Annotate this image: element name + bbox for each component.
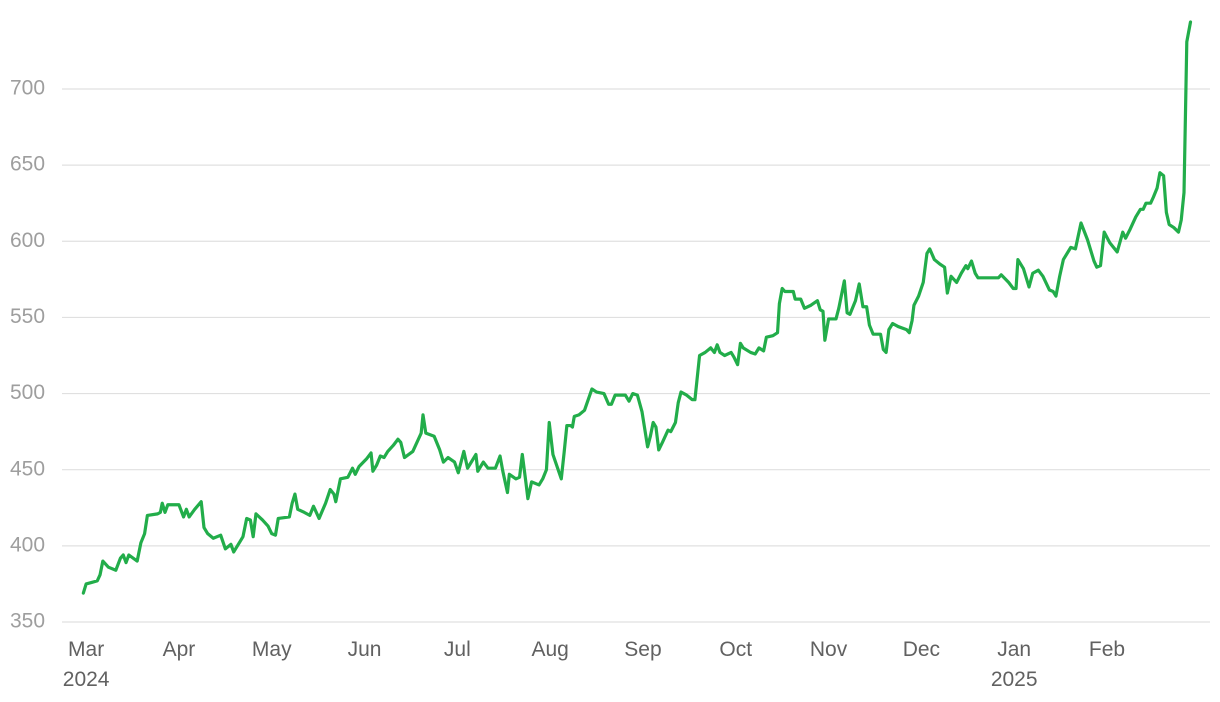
x-tick-label: Jan 2025 [991,638,1038,691]
x-tick-label-line: Dec [903,638,940,661]
y-tick-label: 450 [10,457,45,480]
x-tick-label-line: Aug [531,638,568,661]
x-tick-label-line: 2025 [991,668,1038,691]
x-tick-label-line: Jan [997,638,1031,661]
x-tick-label-line: 2024 [63,668,110,691]
x-tick-label-line: Jun [348,638,382,661]
y-tick-label: 650 [10,153,45,176]
y-tick-label: 700 [10,77,45,100]
x-tick-label-line: May [252,638,292,661]
x-tick-label: Oct [719,638,752,661]
x-tick-label-line: Mar [68,638,104,661]
x-tick-label-line: Oct [719,638,752,661]
y-tick-label: 350 [10,610,45,633]
x-tick-label: Dec [903,638,940,661]
x-tick-label: Feb [1089,638,1125,661]
y-tick-label: 500 [10,381,45,404]
x-tick-label-line: Apr [163,638,196,661]
x-tick-label: Aug [531,638,568,661]
y-tick-label: 400 [10,533,45,556]
x-tick-label-line: Feb [1089,638,1125,661]
x-tick-label: Jul [444,638,471,661]
x-tick-label: Nov [810,638,848,661]
price-line [81,20,1193,595]
x-tick-label: Jun [348,638,382,661]
x-tick-label: May [252,638,292,661]
y-tick-label: 600 [10,229,45,252]
x-tick-label: Mar 2024 [63,638,110,691]
x-tick-label: Sep [624,638,661,661]
y-tick-label: 550 [10,305,45,328]
x-tick-label-line: Nov [810,638,848,661]
x-tick-label: Apr [163,638,196,661]
x-tick-label-line: Sep [624,638,661,661]
x-tick-label-line: Jul [444,638,471,661]
